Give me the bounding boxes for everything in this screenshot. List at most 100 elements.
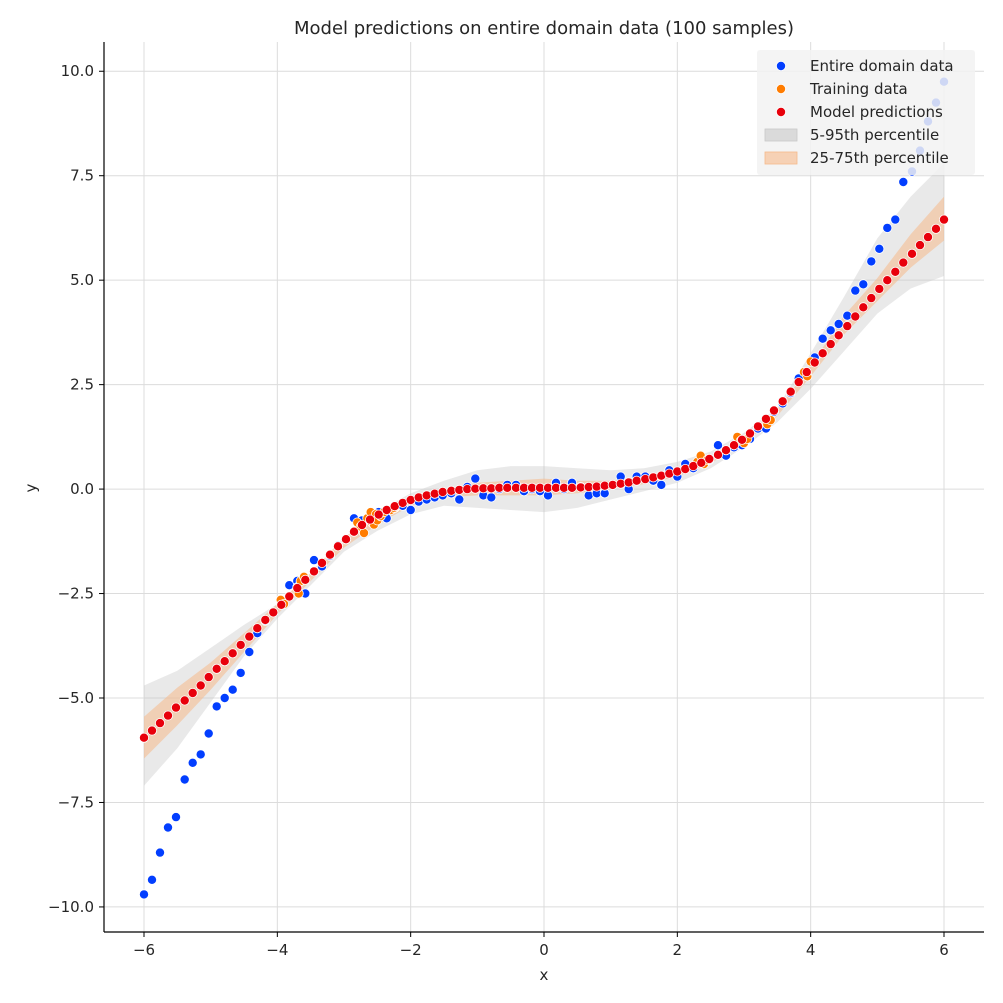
percentile-bands xyxy=(144,163,944,786)
prediction-point xyxy=(276,599,287,610)
legend-label: Model predictions xyxy=(810,103,943,121)
prediction-point xyxy=(833,330,844,341)
domain-point xyxy=(405,504,416,515)
domain-point xyxy=(227,684,238,695)
domain-point xyxy=(874,243,885,254)
x-tick-label: −2 xyxy=(400,941,422,959)
domain-point xyxy=(187,757,198,768)
prediction-point xyxy=(567,482,578,493)
domain-point xyxy=(179,774,190,785)
domain-point xyxy=(817,333,828,344)
prediction-point xyxy=(187,688,198,699)
prediction-point xyxy=(898,257,909,268)
prediction-point xyxy=(381,504,392,515)
x-tick-label: −6 xyxy=(133,941,155,959)
domain-point xyxy=(162,822,173,833)
prediction-point xyxy=(421,490,432,501)
x-tick-label: 0 xyxy=(539,941,549,959)
legend-patch xyxy=(764,151,798,165)
prediction-point xyxy=(429,488,440,499)
prediction-point xyxy=(348,526,359,537)
prediction-point xyxy=(340,534,351,545)
domain-point xyxy=(882,222,893,233)
domain-point xyxy=(656,479,667,490)
band-5-95 xyxy=(144,163,944,786)
prediction-point xyxy=(284,591,295,602)
domain-point xyxy=(219,693,230,704)
prediction-point xyxy=(721,445,732,456)
legend-label: 5-95th percentile xyxy=(810,126,939,144)
y-tick-label: 10.0 xyxy=(61,62,94,80)
grid xyxy=(104,42,984,932)
prediction-point xyxy=(219,656,230,667)
prediction-point xyxy=(817,348,828,359)
prediction-point xyxy=(729,440,740,451)
prediction-point xyxy=(292,583,303,594)
domain-point xyxy=(195,749,206,760)
domain-point xyxy=(146,874,157,885)
domain-point xyxy=(235,667,246,678)
prediction-point xyxy=(874,283,885,294)
domain-point xyxy=(211,701,222,712)
y-axis-label: y xyxy=(22,483,40,492)
domain-point xyxy=(713,440,724,451)
prediction-point xyxy=(842,321,853,332)
prediction-point xyxy=(308,566,319,577)
prediction-point xyxy=(437,486,448,497)
domain-point xyxy=(454,494,465,505)
prediction-point xyxy=(138,732,149,743)
x-axis-label: x xyxy=(540,966,549,984)
prediction-point xyxy=(753,421,764,432)
chart-title: Model predictions on entire domain data … xyxy=(294,18,794,39)
tick-labels: −6 −4 −2 0 2 4 6 −10.0 −7.5 −5.0 −2.5 0.0 2.5 5.0 7.5 1… xyxy=(48,62,949,959)
domain-point xyxy=(850,285,861,296)
prediction-point xyxy=(260,614,271,625)
prediction-point xyxy=(154,718,165,729)
prediction-point xyxy=(704,453,715,464)
y-tick-label: −7.5 xyxy=(58,793,94,811)
domain-point xyxy=(244,647,255,658)
prediction-point xyxy=(890,266,901,277)
prediction-point xyxy=(252,623,263,634)
prediction-point xyxy=(777,396,788,407)
legend-box xyxy=(757,50,975,175)
legend-label: Training data xyxy=(809,80,908,98)
prediction-point xyxy=(316,558,327,569)
domain-point xyxy=(203,728,214,739)
prediction-point xyxy=(356,520,367,531)
y-tick-label: −5.0 xyxy=(58,689,94,707)
prediction-point xyxy=(179,695,190,706)
prediction-point xyxy=(373,509,384,520)
prediction-point xyxy=(907,248,918,259)
prediction-point xyxy=(623,477,634,488)
prediction-point xyxy=(332,541,343,552)
legend: Entire domain data Training data Model pre… xyxy=(757,50,975,175)
y-tick-label: 7.5 xyxy=(70,167,94,185)
prediction-point xyxy=(858,302,869,313)
prediction-point xyxy=(227,648,238,659)
prediction-point xyxy=(268,607,279,618)
legend-label: 25-75th percentile xyxy=(810,149,949,167)
legend-marker xyxy=(776,107,787,118)
prediction-point xyxy=(825,339,836,350)
prediction-point xyxy=(203,672,214,683)
prediction-point xyxy=(146,725,157,736)
prediction-point xyxy=(923,232,934,243)
prediction-point xyxy=(648,472,659,483)
prediction-point xyxy=(769,405,780,416)
y-tick-label: 5.0 xyxy=(70,271,94,289)
prediction-point xyxy=(640,474,651,485)
legend-label: Entire domain data xyxy=(810,57,954,75)
prediction-point xyxy=(931,223,942,234)
domain-point xyxy=(170,812,181,823)
prediction-point xyxy=(850,311,861,322)
domain-point xyxy=(825,325,836,336)
domain-point xyxy=(154,847,165,858)
legend-marker xyxy=(776,61,787,72)
prediction-point xyxy=(882,275,893,286)
domain-point xyxy=(138,889,149,900)
scatter-points xyxy=(138,76,950,900)
prediction-point xyxy=(235,639,246,650)
prediction-point xyxy=(162,710,173,721)
